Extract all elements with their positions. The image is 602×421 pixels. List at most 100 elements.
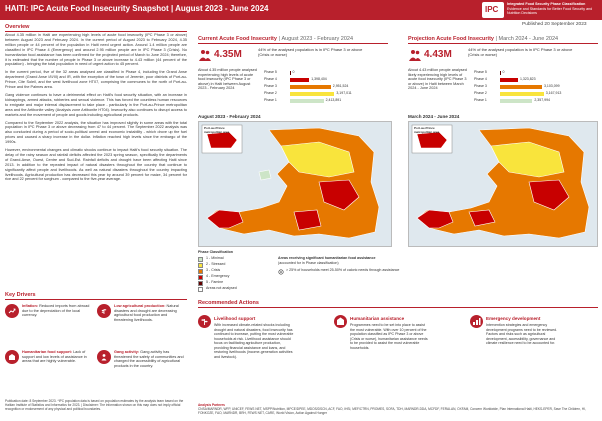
driver-humanitarian: Humanitarian food support: Lack of suppo… xyxy=(5,350,93,390)
projection-title: Projection Acute Food Insecurity | March… xyxy=(408,36,559,42)
phase-bar-label: Phase 1 xyxy=(264,98,277,102)
rec-development: Emergency development Intervention strat… xyxy=(470,315,566,399)
rec-title: Emergency development xyxy=(486,316,541,321)
map-legend: Phase Classification 1 - Minimal 2 - Str… xyxy=(198,250,598,292)
current-rule xyxy=(198,43,388,44)
footnote: Publication date: 8 September 2023. *IPC… xyxy=(5,399,184,411)
driver-title: Humanitarian food support: xyxy=(22,350,72,354)
legend-label: 2 - Stressed xyxy=(206,262,226,266)
phase-bar-value: 2,951,524 xyxy=(332,84,349,88)
current-description: About 4.35 million people analysed exper… xyxy=(198,68,257,91)
haiti-map-projection xyxy=(411,124,590,239)
legend-swatch xyxy=(198,275,203,280)
driver-inflation: Inflation: Reduced imports from abroad d… xyxy=(5,304,93,344)
people-icon xyxy=(409,50,421,61)
legend-hfa-sub: (accounted for in Phase classification) xyxy=(278,261,339,265)
phase-bar-row: Phase 1 2,357,994 xyxy=(474,98,594,104)
published-date: Published 20 September 2023 xyxy=(522,22,587,27)
current-inset-label: Port-au-Prince metropolitan area xyxy=(204,126,230,134)
legend-swatch xyxy=(198,287,203,292)
key-drivers-rule xyxy=(5,299,187,300)
phase-bar-row: Phase 5 0 xyxy=(264,70,384,76)
overview-title: Overview xyxy=(5,24,30,30)
legend-label: 4 - Emergency xyxy=(206,274,230,278)
phase-bar-label: Phase 2 xyxy=(474,91,487,95)
legend-label: 3 - Crisis xyxy=(206,268,221,272)
driver-title: Inflation: xyxy=(22,304,39,308)
humanitarian-icon xyxy=(5,350,19,364)
driver-gang: Gang activity: Gang activity has threate… xyxy=(97,350,185,390)
phase-bar xyxy=(290,71,291,75)
phase-bar-label: Phase 5 xyxy=(264,70,277,74)
gang-icon xyxy=(97,350,111,364)
recommended-rule xyxy=(198,307,598,308)
analysis-partners: Analysis Partners CNSA/MARNDR, WFP, UNIC… xyxy=(198,403,598,415)
phase-bar xyxy=(500,85,542,89)
rec-humanitarian: Humanitarian assistance Programmes need … xyxy=(334,315,430,399)
driver-humanitarian-text: Humanitarian food support: Lack of suppo… xyxy=(22,350,92,364)
current-period: August 2023 - February 2024 xyxy=(281,36,353,42)
rec-title: Humanitarian assistance xyxy=(350,316,405,321)
agriculture-icon xyxy=(97,304,111,318)
phase-bar-value: 0 xyxy=(292,70,295,74)
projection-map: Port-au-Prince metropolitan area xyxy=(408,121,598,247)
phase-bar-value: 3,103,099 xyxy=(544,84,560,88)
page-title: HAITI: IPC Acute Food Insecurity Snapsho… xyxy=(5,4,269,13)
phase-bar-value: 3,167,913 xyxy=(545,91,562,95)
driver-agriculture: Low agricultural production: Natural dis… xyxy=(97,304,185,344)
phase-bar xyxy=(500,92,544,96)
current-title-text: Current Acute Food Insecurity xyxy=(198,36,277,42)
projection-map-title: March 2024 - June 2024 xyxy=(408,114,460,119)
phase-bar xyxy=(500,99,533,103)
assistance-icon xyxy=(334,315,347,328)
projection-rule xyxy=(408,43,598,44)
overview-paragraph: However, environmental changes and clima… xyxy=(5,148,187,182)
phase-bar-label: Phase 3 xyxy=(474,84,487,88)
legend-hfa-label: > 25% of households meet 25-50% of calor… xyxy=(286,268,400,272)
current-title: Current Acute Food Insecurity | August 2… xyxy=(198,36,353,42)
phase-bar-value: 0 xyxy=(502,70,505,74)
phase-bar-value: 2,413,891 xyxy=(325,98,342,102)
phase-bar-value: 1,323,823 xyxy=(520,77,536,81)
ipc-logo-mark: IPC xyxy=(482,2,504,18)
legend-label: Areas not analysed xyxy=(206,286,237,290)
driver-body: Gang activity has threatened the safety … xyxy=(114,350,184,368)
driver-body: Reduced imports from abroad due to the d… xyxy=(22,304,90,318)
livelihood-icon xyxy=(198,315,211,328)
overview-paragraph: Compared to the September 2022 analysis,… xyxy=(5,120,187,145)
phase-bar xyxy=(290,99,324,103)
phase-bar-label: Phase 5 xyxy=(474,70,487,74)
header-bar: HAITI: IPC Acute Food Insecurity Snapsho… xyxy=(0,0,602,20)
ipc-logo-subtitle: Evidence and Standards for Better Food S… xyxy=(507,6,593,16)
projection-number: 4.43M xyxy=(424,49,452,60)
current-phase-bars: Phase 5 0 Phase 4 1,398,404 Phase 3 2,951,524… xyxy=(264,70,384,108)
driver-title: Gang activity: xyxy=(114,350,140,354)
recommended-title: Recommended Actions xyxy=(198,300,259,306)
overview-paragraph: Gang violence continues to have a detrim… xyxy=(5,92,187,117)
projection-percentage: 44% of the analysed population is in IPC… xyxy=(468,47,573,57)
phase-bar-row: Phase 5 0 xyxy=(474,70,594,76)
phase-bar-label: Phase 4 xyxy=(474,77,487,81)
phase-bar-label: Phase 3 xyxy=(264,84,277,88)
rec-body: With increased climate-related shocks in… xyxy=(214,323,294,359)
projection-title-text: Projection Acute Food Insecurity xyxy=(408,36,494,42)
driver-gang-text: Gang activity: Gang activity has threate… xyxy=(114,350,184,368)
legend-label: 1 - Minimal xyxy=(206,256,224,260)
hfa-marker-icon xyxy=(278,269,284,275)
phase-bar-label: Phase 4 xyxy=(264,77,277,81)
key-drivers-title: Key Drivers xyxy=(5,292,36,298)
driver-agriculture-text: Low agricultural production: Natural dis… xyxy=(114,304,184,322)
current-map: Port-au-Prince metropolitan area xyxy=(198,121,392,247)
legend-swatch xyxy=(198,269,203,274)
phase-bar-row: Phase 1 2,413,891 xyxy=(264,98,384,104)
phase-bar-value: 1,398,404 xyxy=(311,77,327,81)
driver-title: Low agricultural production: xyxy=(114,304,166,308)
current-percentage: 44% of the analysed population is in IPC… xyxy=(258,47,363,57)
phase-bar-row: Phase 2 3,197,011 xyxy=(264,91,384,97)
current-stats: 4.35M 44% of the analysed population is … xyxy=(198,47,388,108)
phase-bar xyxy=(500,78,518,82)
legend-swatch xyxy=(198,257,203,262)
development-icon xyxy=(470,315,483,328)
phase-bar-label: Phase 1 xyxy=(474,98,487,102)
overview-text: About 4.35 million in Haiti are experien… xyxy=(5,33,187,291)
